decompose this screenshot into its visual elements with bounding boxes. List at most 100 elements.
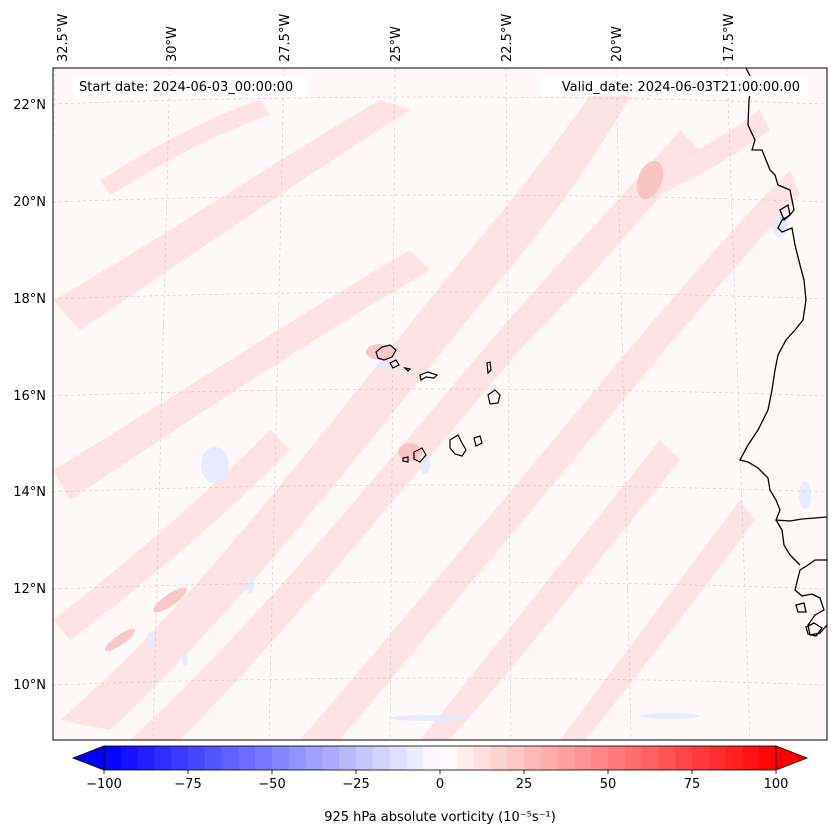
- meridian-line: [505, 68, 512, 740]
- sal-island: [486, 361, 492, 375]
- colorbar-swatch: [171, 746, 189, 770]
- colorbar-swatch: [204, 746, 222, 770]
- africa-coastline: [775, 519, 801, 566]
- lon-tick-label: 32.5°W: [56, 14, 71, 62]
- colorbar-tick-label: 0: [436, 777, 444, 792]
- colorbar: −100 −75 −50 −25 0 25 50 75 100 925 hPa absolute…: [71, 745, 809, 825]
- colorbar-swatch: [524, 746, 542, 770]
- colorbar-tick-label: 100: [764, 777, 789, 792]
- santiago-island: [449, 434, 467, 457]
- maio-island: [473, 435, 483, 447]
- valid-date-label: Valid_date: 2024-06-03T21:00:00.00: [562, 80, 800, 95]
- lon-tick-label: 20°W: [610, 26, 625, 62]
- lat-tick-label: 20°N: [13, 195, 46, 210]
- colorbar-swatch: [725, 746, 743, 770]
- sao-nicolau-island: [419, 371, 439, 381]
- fogo-island: [413, 447, 427, 463]
- lon-tick-label: 27.5°W: [278, 14, 293, 62]
- santo-antao-island: [375, 344, 397, 361]
- colorbar-swatch: [490, 746, 508, 770]
- lon-tick-label: 17.5°W: [722, 14, 737, 62]
- colorbar-swatch: [692, 746, 710, 770]
- lat-tick-label: 10°N: [13, 678, 46, 693]
- brava-island: [402, 456, 409, 463]
- colorbar-swatch: [473, 746, 491, 770]
- colorbar-swatch: [272, 746, 290, 770]
- colorbar-swatch: [322, 746, 340, 770]
- colorbar-swatch: [104, 746, 122, 770]
- colorbar-swatch: [507, 746, 525, 770]
- latitude-ticks: 22°N 20°N 18°N 16°N 14°N 12°N 10°N: [13, 98, 46, 693]
- colorbar-swatch: [372, 746, 390, 770]
- parallel-line: [53, 484, 827, 493]
- meridian-line: [268, 68, 285, 740]
- colorbar-swatches: [104, 746, 777, 770]
- colorbar-swatch: [742, 746, 760, 770]
- boa-vista-island: [487, 389, 501, 405]
- colorbar-swatch: [406, 746, 424, 770]
- africa-coastline: [739, 68, 827, 522]
- moderate-vorticity-spots: [104, 160, 664, 652]
- lat-tick-label: 22°N: [13, 98, 46, 113]
- parallel-line: [53, 581, 827, 590]
- start-date-box: [72, 76, 308, 96]
- colorbar-swatch: [624, 746, 642, 770]
- colorbar-swatch: [540, 746, 558, 770]
- colorbar-swatch: [188, 746, 206, 770]
- colorbar-tick-label: −75: [174, 777, 201, 792]
- colorbar-swatch: [154, 746, 172, 770]
- colorbar-swatch: [389, 746, 407, 770]
- colorbar-swatch: [591, 746, 609, 770]
- vorticity-field: [53, 80, 811, 740]
- colorbar-swatch: [658, 746, 676, 770]
- africa-island: [795, 602, 807, 613]
- colorbar-swatch: [759, 746, 777, 770]
- colorbar-swatch: [288, 746, 306, 770]
- colorbar-swatch: [356, 746, 374, 770]
- lat-tick-label: 18°N: [13, 292, 46, 307]
- colorbar-extend-low: [71, 745, 105, 771]
- meridian-line: [152, 68, 171, 740]
- colorbar-swatch: [675, 746, 693, 770]
- colorbar-tick-label: 50: [600, 777, 617, 792]
- colorbar-swatch: [137, 746, 155, 770]
- map-frame: [52, 67, 828, 741]
- colorbar-swatch: [557, 746, 575, 770]
- colorbar-extend-high: [775, 745, 809, 771]
- parallel-line: [53, 96, 827, 105]
- parallel-line: [53, 388, 827, 397]
- africa-island: [805, 622, 823, 637]
- meridian-line: [726, 68, 751, 740]
- lon-tick-label: 30°W: [165, 26, 180, 62]
- colorbar-swatch: [255, 746, 273, 770]
- lon-tick-label: 22.5°W: [500, 14, 515, 62]
- colorbar-ticks: −100 −75 −50 −25 0 25 50 75 100: [86, 770, 788, 792]
- positive-vorticity-streaks: [53, 80, 800, 740]
- colorbar-swatch: [339, 746, 357, 770]
- colorbar-tick-label: −25: [342, 777, 369, 792]
- africa-coastline: [794, 559, 827, 636]
- colorbar-swatch: [608, 746, 626, 770]
- colorbar-swatch: [238, 746, 256, 770]
- parallel-line: [53, 194, 827, 203]
- colorbar-tick-label: 75: [684, 777, 701, 792]
- colorbar-swatch: [423, 746, 441, 770]
- valid-date-box: [540, 76, 808, 96]
- colorbar-swatch: [440, 746, 458, 770]
- santa-luzia-island: [403, 367, 412, 372]
- colorbar-swatch: [221, 746, 239, 770]
- start-date-label: Start date: 2024-06-03_00:00:00: [79, 80, 293, 95]
- colorbar-swatch: [708, 746, 726, 770]
- lat-tick-label: 16°N: [13, 389, 46, 404]
- sao-vicente-island: [389, 359, 400, 369]
- lon-tick-label: 25°W: [389, 26, 404, 62]
- parallel-line: [53, 677, 827, 686]
- coastlines: [739, 68, 827, 637]
- cape-verde-islands: [375, 344, 501, 463]
- africa-island: [779, 203, 791, 222]
- colorbar-swatch: [574, 746, 592, 770]
- lat-tick-label: 12°N: [13, 582, 46, 597]
- colorbar-swatch: [120, 746, 138, 770]
- meridian-line: [389, 68, 396, 740]
